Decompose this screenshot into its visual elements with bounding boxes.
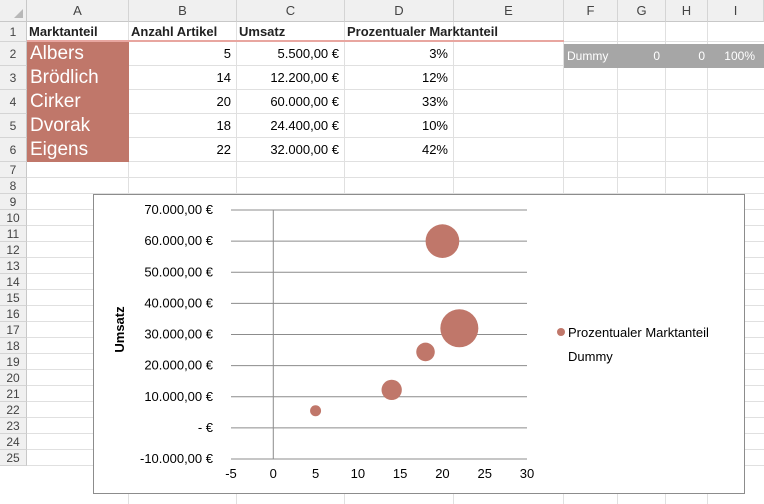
cell-d2[interactable]: 3% — [429, 46, 448, 61]
row-header-3[interactable]: 3 — [0, 66, 27, 90]
row-header-10[interactable]: 10 — [0, 210, 27, 226]
grid-line — [27, 137, 764, 138]
row-header-8[interactable]: 8 — [0, 178, 27, 194]
legend-marker — [557, 328, 565, 336]
cell-c5[interactable]: 24.400,00 € — [270, 118, 339, 133]
cell-a3[interactable]: Brödlich — [27, 66, 129, 90]
cell-b5[interactable]: 18 — [216, 118, 231, 133]
bubble-point — [310, 405, 322, 417]
y-tick-label: 70.000,00 € — [144, 202, 213, 217]
x-tick-label: 20 — [435, 466, 449, 481]
row-header-25[interactable]: 25 — [0, 450, 27, 466]
row-header-14[interactable]: 14 — [0, 274, 27, 290]
x-tick-label: 5 — [312, 466, 319, 481]
row-header-19[interactable]: 19 — [0, 354, 27, 370]
select-all-corner[interactable] — [0, 0, 27, 22]
row-header-22[interactable]: 22 — [0, 402, 27, 418]
cell-h2[interactable]: 0 — [666, 44, 708, 68]
cell-b4[interactable]: 20 — [216, 94, 231, 109]
column-header-a[interactable]: A — [27, 0, 129, 22]
row-header-4[interactable]: 4 — [0, 90, 27, 114]
row-header-13[interactable]: 13 — [0, 258, 27, 274]
select-all-icon — [14, 9, 23, 18]
y-tick-label: - € — [198, 420, 214, 435]
cell-b6[interactable]: 22 — [216, 142, 231, 157]
y-tick-label: 10.000,00 € — [144, 389, 213, 404]
row-header-2[interactable]: 2 — [0, 42, 27, 66]
row-header-11[interactable]: 11 — [0, 226, 27, 242]
y-tick-label: -10.000,00 € — [140, 451, 214, 466]
row-header-24[interactable]: 24 — [0, 434, 27, 450]
cell-c2[interactable]: 5.500,00 € — [277, 46, 339, 61]
grid-line — [27, 161, 764, 162]
y-axis-title: Umsatz — [112, 306, 127, 353]
cell-a2[interactable]: Albers — [27, 42, 129, 66]
bubble-point — [425, 224, 460, 258]
grid-line — [27, 65, 764, 66]
row-header-23[interactable]: 23 — [0, 418, 27, 434]
grid-line — [27, 89, 764, 90]
column-header-c[interactable]: C — [237, 0, 345, 22]
cell-a6[interactable]: Eigens — [27, 138, 129, 162]
y-tick-label: 30.000,00 € — [144, 327, 213, 342]
cell-c1[interactable]: Umsatz — [237, 22, 345, 42]
grid-line — [27, 113, 764, 114]
cell-a5[interactable]: Dvorak — [27, 114, 129, 138]
row-header-18[interactable]: 18 — [0, 338, 27, 354]
cell-d3[interactable]: 12% — [421, 70, 448, 85]
column-header-d[interactable]: D — [345, 0, 454, 22]
row-header-6[interactable]: 6 — [0, 138, 27, 162]
bubble-chart[interactable]: -10.000,00 € - € 10.000,00 € 20.000,00 € 30.… — [93, 194, 745, 494]
x-tick-label: 15 — [393, 466, 407, 481]
cell-a1[interactable]: Marktanteil — [27, 22, 129, 42]
row-header-5[interactable]: 5 — [0, 114, 27, 138]
y-tick-label: 60.000,00 € — [144, 233, 213, 248]
cell-c4[interactable]: 60.000,00 € — [270, 94, 339, 109]
row-header-1[interactable]: 1 — [0, 22, 27, 42]
cell-d5[interactable]: 10% — [421, 118, 448, 133]
x-tick-label: 25 — [477, 466, 491, 481]
x-tick-label: -5 — [225, 466, 237, 481]
legend-entry: Prozentualer Marktanteil — [568, 325, 709, 340]
cell-f2[interactable]: Dummy — [564, 44, 618, 68]
cell-b1[interactable]: Anzahl Artikel — [129, 22, 237, 42]
row-header-15[interactable]: 15 — [0, 290, 27, 306]
grid-line — [27, 177, 764, 178]
row-header-21[interactable]: 21 — [0, 386, 27, 402]
row-header-9[interactable]: 9 — [0, 194, 27, 210]
bubble-point — [416, 342, 435, 362]
cell-d6[interactable]: 42% — [421, 142, 448, 157]
cell-a4[interactable]: Cirker — [27, 90, 129, 114]
column-header-i[interactable]: I — [708, 0, 764, 22]
cell-d1[interactable]: Prozentualer Marktanteil — [345, 22, 564, 42]
y-tick-label: 40.000,00 € — [144, 295, 213, 310]
chart-canvas: -10.000,00 € - € 10.000,00 € 20.000,00 € 30.… — [112, 202, 709, 481]
column-header-e[interactable]: E — [454, 0, 564, 22]
y-tick-label: 20.000,00 € — [144, 358, 213, 373]
bubble-point — [440, 309, 479, 348]
x-tick-label: 30 — [520, 466, 534, 481]
column-header-g[interactable]: G — [618, 0, 666, 22]
column-header-h[interactable]: H — [666, 0, 708, 22]
grid-line — [27, 193, 764, 194]
bubble-point — [381, 379, 402, 401]
cell-i2[interactable]: 100% — [708, 44, 764, 68]
cell-d4[interactable]: 33% — [421, 94, 448, 109]
column-header-b[interactable]: B — [129, 0, 237, 22]
column-header-f[interactable]: F — [564, 0, 618, 22]
legend-entry: Dummy — [568, 349, 613, 364]
cell-b3[interactable]: 14 — [216, 70, 231, 85]
cell-c6[interactable]: 32.000,00 € — [270, 142, 339, 157]
cell-c3[interactable]: 12.200,00 € — [270, 70, 339, 85]
y-tick-label: 50.000,00 € — [144, 264, 213, 279]
cell-b2[interactable]: 5 — [223, 46, 231, 61]
row-header-7[interactable]: 7 — [0, 162, 27, 178]
row-header-12[interactable]: 12 — [0, 242, 27, 258]
cell-g2[interactable]: 0 — [618, 44, 666, 68]
row-header-16[interactable]: 16 — [0, 306, 27, 322]
x-tick-label: 10 — [351, 466, 365, 481]
row-header-20[interactable]: 20 — [0, 370, 27, 386]
row-header-17[interactable]: 17 — [0, 322, 27, 338]
x-tick-label: 0 — [270, 466, 277, 481]
